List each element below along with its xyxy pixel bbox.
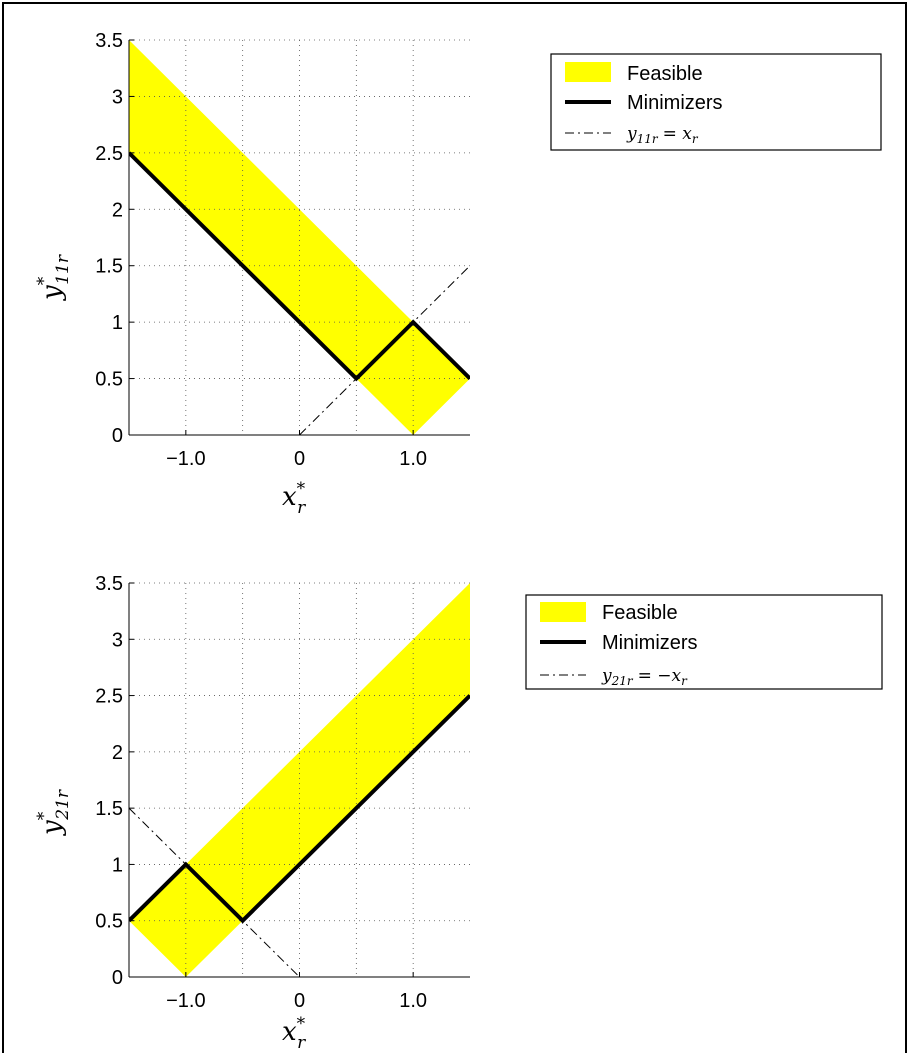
feasible-region	[129, 583, 470, 977]
legend-label-minimizers: Minimizers	[627, 92, 723, 114]
legend-swatch-feasible	[540, 602, 586, 622]
y-tick-label: 0	[112, 425, 123, 447]
y-tick-label: 2.5	[95, 686, 123, 708]
x-axis-label: x* r	[282, 1014, 306, 1053]
x-axis-label: x* r	[282, 479, 306, 518]
y-tick-label: 1	[112, 854, 123, 876]
legend-label-minimizers: Minimizers	[602, 632, 698, 654]
y-tick-label: 1.5	[95, 798, 123, 820]
plot-area: 0 0.5 1 1.5 2 2.5 3 3.5 −1.0 0 1.0	[95, 573, 470, 1012]
legend-label-reference: y21r = −xr	[601, 666, 688, 688]
y-tick-label: 3.5	[95, 30, 123, 52]
y-tick-label: 0.5	[95, 911, 123, 933]
y-tick-label: 1.5	[95, 256, 123, 278]
y-tick-label: 2	[112, 199, 123, 221]
minimizers-line	[129, 694, 470, 924]
plot-panel-bottom: 0 0.5 1 1.5 2 2.5 3 3.5 −1.0 0 1.0 x* r y*21r Feasi…	[34, 573, 883, 1053]
y-axis-label: y*21r	[34, 789, 73, 836]
plot-area: 0 0.5 1 1.5 2 2.5 3 3.5 −1.0 0 1.0	[95, 30, 470, 470]
y-axis-label: y*11r	[34, 254, 73, 301]
y-tick-label: 3	[112, 86, 123, 108]
y-tick-label: 2	[112, 742, 123, 764]
plot-panel-top: 0 0.5 1 1.5 2 2.5 3 3.5 −1.0 0 1.0 x* r y*11r Feasi…	[34, 30, 882, 518]
y-tick-label: 3.5	[95, 573, 123, 595]
x-tick-label: 1.0	[399, 990, 427, 1012]
feasible-region	[129, 40, 470, 435]
minimizers-line	[129, 151, 470, 382]
legend-swatch-feasible	[565, 62, 611, 82]
y-tick-label: 3	[112, 629, 123, 651]
y-tick-label: 0.5	[95, 369, 123, 391]
x-tick-label: 1.0	[399, 448, 427, 470]
y-tick-label: 2.5	[95, 143, 123, 165]
x-tick-label: 0	[294, 990, 305, 1012]
legend-label-reference: y11r = xr	[626, 124, 699, 146]
y-tick-label: 1	[112, 312, 123, 334]
legend-label-feasible: Feasible	[627, 63, 703, 85]
legend: Feasible Minimizers y21r = −xr	[525, 594, 883, 690]
x-tick-label: 0	[294, 448, 305, 470]
legend: Feasible Minimizers y11r = xr	[550, 53, 882, 151]
x-tick-label: −1.0	[166, 990, 205, 1012]
legend-label-feasible: Feasible	[602, 602, 678, 624]
x-tick-label: −1.0	[166, 448, 205, 470]
y-tick-label: 0	[112, 967, 123, 989]
